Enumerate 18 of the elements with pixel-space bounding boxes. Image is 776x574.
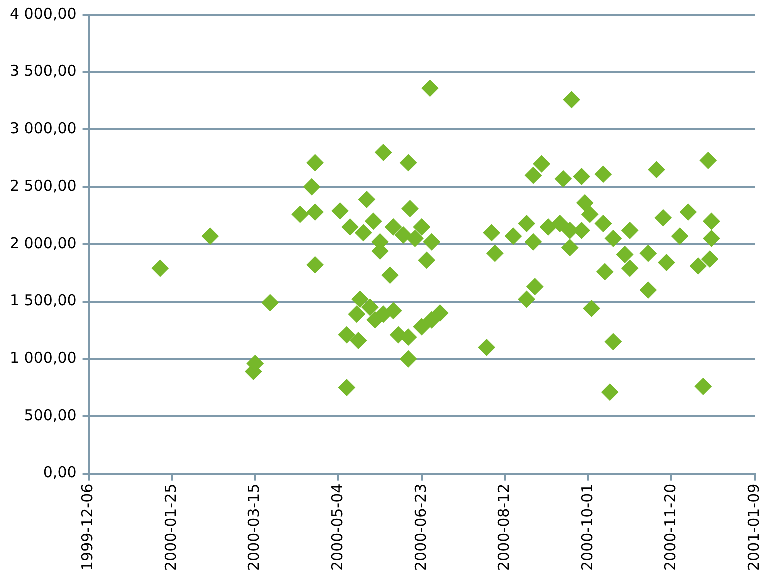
x-tick-label: 1999-12-06 bbox=[78, 484, 97, 572]
y-tick-label: 4 000,00 bbox=[10, 4, 77, 23]
y-tick-label: 3 500,00 bbox=[10, 62, 77, 80]
y-tick-label: 0,00 bbox=[43, 464, 77, 482]
x-tick-label: 2000-11-20 bbox=[662, 484, 680, 572]
y-tick-label: 1 000,00 bbox=[10, 349, 77, 368]
x-tick-label: 2000-03-15 bbox=[245, 484, 264, 572]
x-tick-label: 2000-05-04 bbox=[328, 484, 347, 572]
y-tick-label: 2 500,00 bbox=[10, 176, 77, 195]
y-tick-label: 3 000,00 bbox=[10, 120, 77, 138]
x-tick-label: 2000-06-23 bbox=[412, 484, 430, 572]
x-tick-label: 2000-01-25 bbox=[162, 484, 180, 572]
x-tick-label: 2000-08-12 bbox=[495, 484, 514, 572]
x-tick-label: 2001-01-09 bbox=[744, 484, 763, 572]
x-tick-label: 2000-10-01 bbox=[578, 484, 596, 572]
y-tick-label: 2 000,00 bbox=[10, 234, 77, 252]
y-tick-label: 1 500,00 bbox=[10, 292, 77, 310]
y-tick-label: 500,00 bbox=[24, 406, 77, 424]
